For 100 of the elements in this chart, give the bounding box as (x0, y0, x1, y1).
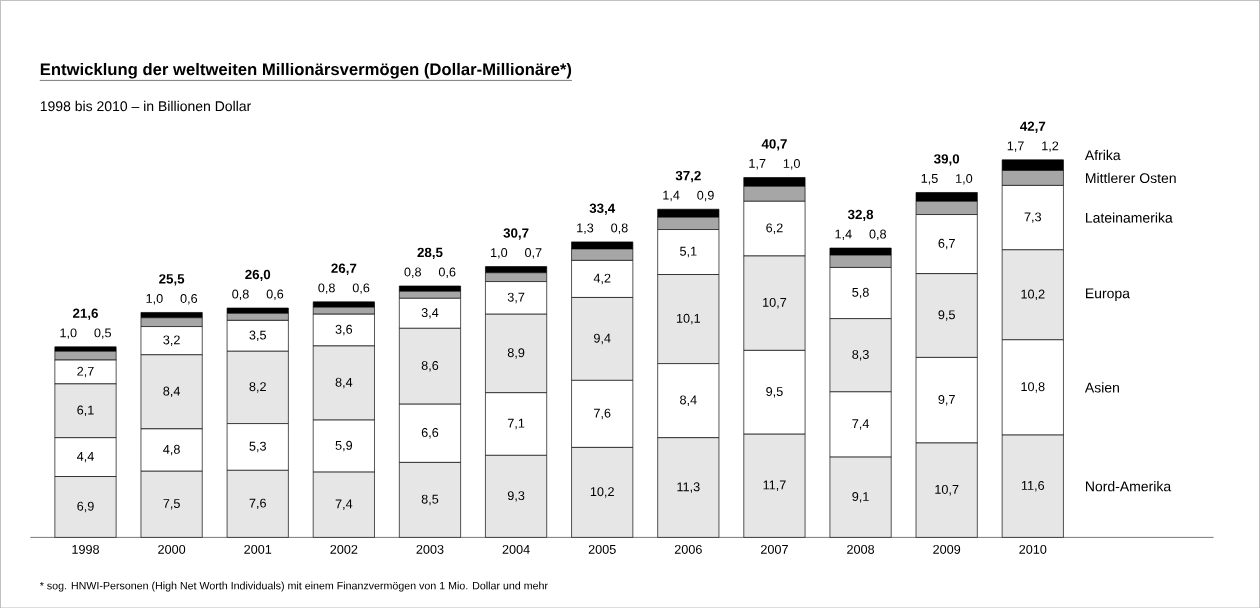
total-label: 37,2 (675, 170, 701, 183)
data-label: 10,1 (676, 313, 701, 325)
total-label: 21,6 (72, 308, 98, 320)
total-label: 39,0 (934, 153, 960, 166)
data-label: 1,0 (146, 293, 163, 305)
data-label: 10,2 (1021, 289, 1045, 300)
data-label: 0,8 (232, 289, 249, 300)
x-tick-label: 2003 (416, 544, 444, 554)
total-label: 26,0 (245, 269, 271, 281)
data-label: 3,7 (507, 292, 525, 303)
data-label: 11,6 (1021, 480, 1045, 492)
data-label: 1,0 (60, 328, 77, 339)
data-label: 7,4 (335, 499, 353, 510)
data-label: 7,6 (249, 498, 266, 509)
data-label: 8,3 (852, 349, 869, 361)
data-label: 1,0 (783, 158, 800, 170)
data-label: 1,4 (835, 229, 852, 240)
data-label: 5,1 (680, 246, 697, 257)
data-label: 1,4 (663, 190, 680, 201)
total-label: 25,5 (159, 273, 185, 286)
data-label: 8,5 (421, 494, 439, 505)
data-label: 7,1 (507, 418, 525, 430)
data-label: 1,7 (1007, 141, 1024, 152)
data-label: 1,3 (577, 223, 594, 234)
total-label: 42,7 (1020, 121, 1046, 133)
data-label: 9,7 (938, 394, 955, 406)
data-label: 9,4 (593, 333, 611, 344)
data-label: 2,7 (77, 366, 94, 378)
data-label: 8,2 (249, 381, 266, 393)
data-label: 4,4 (76, 451, 94, 463)
data-label: 0,8 (611, 223, 628, 234)
series-label: Lateinamerika (1086, 212, 1173, 223)
x-tick-label: 2004 (502, 544, 530, 554)
chart-subtitle: 1998 bis 2010 – in Billionen Dollar (40, 100, 252, 111)
data-label: 8,4 (163, 386, 181, 397)
data-label: 1,0 (491, 247, 508, 259)
data-label: 1,7 (749, 158, 766, 170)
data-label: 8,4 (680, 395, 697, 406)
data-label: 0,6 (180, 293, 198, 305)
data-label: 0,8 (318, 283, 335, 294)
data-label: 10,2 (590, 486, 614, 498)
series-label: Nord-Amerika (1086, 480, 1172, 492)
data-label: 10,8 (1021, 381, 1045, 393)
data-label: 1,5 (921, 173, 938, 185)
total-label: 26,7 (331, 263, 357, 275)
data-label: 7,6 (594, 408, 611, 419)
data-label: 5,8 (852, 287, 869, 299)
series-label: Afrika (1084, 149, 1121, 160)
x-tick-label: 2000 (158, 544, 186, 554)
data-label: 3,4 (421, 307, 439, 319)
data-label: 0,9 (697, 190, 714, 202)
data-label: 4,8 (163, 444, 180, 456)
data-label: 9,5 (938, 310, 955, 321)
data-label: 0,6 (352, 283, 370, 294)
data-label: 6,2 (766, 223, 783, 234)
data-label: 10,7 (935, 484, 959, 496)
total-label: 33,4 (589, 203, 616, 215)
data-label: 0,8 (869, 229, 887, 240)
x-tick-label: 2009 (933, 544, 961, 554)
x-tick-label: 2006 (674, 544, 702, 554)
x-tick-label: 1998 (72, 544, 100, 554)
data-label: 0,6 (438, 267, 456, 278)
x-tick-label: 2010 (1019, 544, 1047, 554)
data-label: 6,9 (77, 501, 94, 512)
total-label: 32,8 (847, 209, 874, 221)
data-label: 7,4 (852, 419, 869, 430)
total-label: 40,7 (761, 138, 787, 151)
x-tick-label: 2007 (760, 544, 788, 554)
data-label: 1,2 (1042, 141, 1059, 152)
data-label: 0,5 (94, 328, 111, 339)
data-label: 6,7 (938, 238, 955, 250)
data-label: 9,5 (766, 386, 783, 398)
series-label: Asien (1084, 382, 1119, 393)
x-tick-label: 2002 (330, 544, 358, 554)
series-label: Europa (1086, 288, 1130, 301)
data-label: 5,3 (249, 441, 266, 453)
data-label: 7,5 (163, 498, 180, 510)
data-label: 6,1 (77, 405, 94, 416)
series-label: Mittlerer Osten (1086, 172, 1176, 183)
data-label: 10,7 (763, 297, 787, 309)
x-tick-label: 2008 (847, 544, 875, 554)
data-label: 8,4 (335, 377, 353, 389)
data-label: 3,5 (249, 330, 267, 341)
data-label: 8,6 (421, 360, 439, 372)
data-label: 3,6 (335, 324, 353, 336)
data-label: 0,8 (404, 267, 421, 278)
chart-title: Entwicklung der weltweiten Millionärsvermögen (Dollar-Millionäre*) (40, 62, 572, 79)
total-label: 28,5 (417, 247, 443, 259)
data-label: 9,1 (852, 491, 869, 503)
text: * sog. HNWI-Personen (High Net Worth Individuals) mit einem Finanzvermögen von 1 Mio. Dollar und mehr (39, 581, 548, 592)
data-label: 11,7 (763, 480, 786, 491)
x-tick-label: 2005 (588, 544, 616, 554)
total-label: 30,7 (503, 228, 529, 240)
data-label: 8,9 (507, 348, 525, 359)
data-label: 0,7 (525, 247, 542, 259)
data-label: 9,3 (507, 490, 525, 502)
data-label: 3,2 (163, 335, 180, 346)
data-label: 5,9 (335, 440, 353, 452)
data-label: 1,0 (956, 173, 973, 185)
data-label: 11,3 (677, 482, 700, 493)
